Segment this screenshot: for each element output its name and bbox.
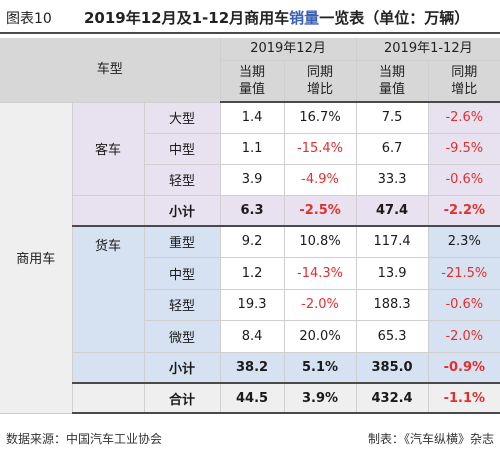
ytd-yoy-header: 同期 增比 <box>427 60 500 103</box>
month-yoy: 16.7% <box>283 102 357 134</box>
ytd-volume: 33.3 <box>355 164 429 196</box>
ytd-yoy: -0.6% <box>427 289 500 321</box>
ytd-yoy: -21.5% <box>427 257 500 290</box>
ytd-period-header: 2019年1-12月 <box>355 38 500 61</box>
figure-label: 图表10 <box>6 11 52 27</box>
row-name: 轻型 <box>143 289 221 321</box>
total-row: 合计 44.5 3.9% 432.4 -1.1% <box>0 383 500 414</box>
row-name: 合计 <box>143 383 221 414</box>
ytd-yoy: -2.0% <box>427 320 500 353</box>
ytd-yoy: -2.6% <box>427 102 500 134</box>
ytd-volume: 65.3 <box>355 320 429 353</box>
month-volume: 1.1 <box>219 133 285 165</box>
ytd-yoy: -1.1% <box>427 383 500 414</box>
ytd-volume: 188.3 <box>355 289 429 321</box>
table-row: 轻型 3.9 -4.9% 33.3 -0.6% <box>0 164 500 196</box>
footer: 数据来源：中国汽车工业协会 制表：《汽车纵横》杂志 <box>0 423 500 452</box>
month-yoy: -4.9% <box>283 164 357 196</box>
month-yoy: 20.0% <box>283 320 357 353</box>
ytd-volume-header: 当期 量值 <box>355 60 429 103</box>
month-volume: 1.4 <box>219 102 285 134</box>
bus-group-label: 客车 <box>71 102 144 196</box>
bus-subtotal-row: 小计 6.3 -2.5% 47.4 -2.2% <box>0 195 500 227</box>
row-name: 小计 <box>143 352 221 384</box>
month-yoy: -15.4% <box>283 133 357 165</box>
month-volume: 44.5 <box>219 383 285 414</box>
ytd-volume: 432.4 <box>355 383 429 414</box>
row-name: 重型 <box>143 226 221 258</box>
ytd-volume: 13.9 <box>355 257 429 290</box>
month-yoy-header: 同期 增比 <box>283 60 357 103</box>
month-yoy: 5.1% <box>283 352 357 384</box>
month-volume: 8.4 <box>219 320 285 353</box>
table-row: 轻型 19.3 -2.0% 188.3 -0.6% <box>0 289 500 321</box>
ytd-yoy: -0.9% <box>427 352 500 384</box>
ytd-yoy: -0.6% <box>427 164 500 196</box>
ytd-volume: 385.0 <box>355 352 429 384</box>
ytd-volume: 47.4 <box>355 195 429 227</box>
table-row: 货车 重型 9.2 10.8% 117.4 2.3% <box>0 226 500 353</box>
vehicle-type-header: 车型 <box>0 38 221 103</box>
row-name: 小计 <box>143 195 221 227</box>
month-volume: 9.2 <box>219 226 285 258</box>
ytd-volume: 117.4 <box>355 226 429 258</box>
ytd-yoy: -2.2% <box>427 195 500 227</box>
header-row-top: 车型 2019年12月 2019年1-12月 <box>0 38 500 103</box>
month-volume: 19.3 <box>219 289 285 321</box>
ytd-volume: 6.7 <box>355 133 429 165</box>
ytd-volume: 7.5 <box>355 102 429 134</box>
row-name: 轻型 <box>143 164 221 196</box>
total-blank <box>71 383 144 414</box>
bus-subtotal-blank <box>71 195 144 227</box>
month-yoy: -14.3% <box>283 257 357 290</box>
header-row-bottom: 当期 量值 同期 增比 当期 量值 同期 增比 <box>0 60 500 103</box>
row-name: 中型 <box>143 133 221 165</box>
row-name: 中型 <box>143 257 221 290</box>
truck-subtotal-blank <box>71 352 144 384</box>
sales-table: 车型 2019年12月 2019年1-12月 当期 量值 同期 增比 当期 量值… <box>0 38 500 414</box>
ytd-yoy: -9.5% <box>427 133 500 165</box>
table-row: 微型 8.4 20.0% 65.3 -2.0% <box>0 320 500 353</box>
month-volume: 38.2 <box>219 352 285 384</box>
title-part-1: 2019年12月及1-12月商用车 <box>84 9 290 27</box>
month-period-header: 2019年12月 <box>219 38 357 61</box>
title-highlight: 销量 <box>289 9 320 27</box>
row-name: 大型 <box>143 102 221 134</box>
month-volume: 1.2 <box>219 257 285 290</box>
truck-subtotal-row: 小计 38.2 5.1% 385.0 -0.9% <box>0 352 500 384</box>
month-volume: 6.3 <box>219 195 285 227</box>
commercial-vehicle-label: 商用车 <box>0 102 72 414</box>
table-title: 2019年12月及1-12月商用车销量一览表（单位：万辆） <box>84 7 469 28</box>
title-row: 图表10 2019年12月及1-12月商用车销量一览表（单位：万辆） <box>0 0 500 34</box>
month-yoy: 10.8% <box>283 226 357 258</box>
month-yoy: 3.9% <box>283 383 357 414</box>
row-name: 微型 <box>143 320 221 353</box>
title-part-2: 一览表（单位：万辆） <box>319 9 470 27</box>
ytd-yoy: 2.3% <box>427 226 500 258</box>
table-maker: 制表：《汽车纵横》杂志 <box>367 432 494 446</box>
table-row: 中型 1.1 -15.4% 6.7 -9.5% <box>0 133 500 165</box>
table-row: 中型 1.2 -14.3% 13.9 -21.5% <box>0 257 500 290</box>
month-yoy: -2.0% <box>283 289 357 321</box>
data-source: 数据来源：中国汽车工业协会 <box>6 432 163 446</box>
month-yoy: -2.5% <box>283 195 357 227</box>
table-row: 商用车 客车 大型 1.4 16.7% 7.5 -2.6% <box>0 102 500 414</box>
month-volume: 3.9 <box>219 164 285 196</box>
truck-group-label: 货车 <box>71 226 144 353</box>
month-volume-header: 当期 量值 <box>219 60 285 103</box>
